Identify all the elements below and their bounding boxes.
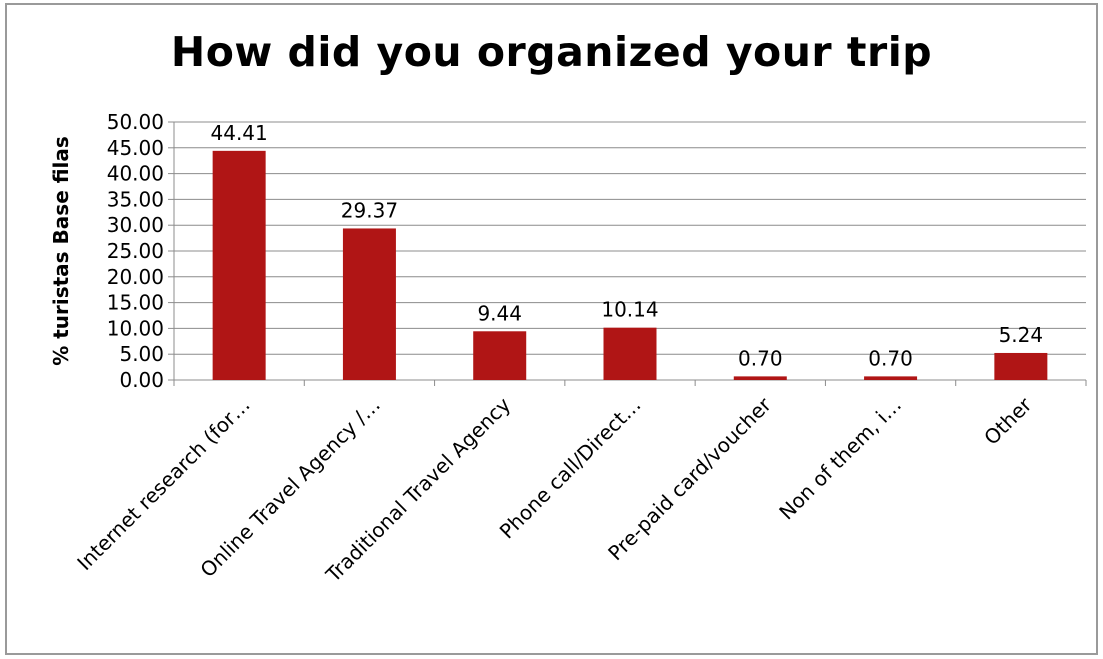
y-tick-label: 25.00: [107, 239, 164, 263]
bar: [733, 376, 787, 380]
data-label: 9.44: [477, 301, 522, 325]
y-axis-label: % turistas Base filas: [49, 136, 73, 366]
chart-title: How did you organized your trip: [170, 28, 933, 76]
chart-frame: [5, 3, 1098, 655]
category-label: Non of them, i…: [774, 393, 906, 525]
category-label: Phone call/Direct…: [495, 393, 646, 544]
data-label: 29.37: [341, 198, 398, 222]
data-label: 5.24: [999, 323, 1044, 347]
bar: [473, 331, 527, 380]
bar: [342, 228, 396, 380]
bar: [212, 150, 266, 380]
y-tick-label: 40.00: [107, 162, 164, 186]
bar: [994, 352, 1048, 380]
category-label: Other: [979, 392, 1037, 450]
y-tick-label: 20.00: [107, 265, 164, 289]
data-label: 44.41: [211, 121, 268, 145]
data-label: 0.70: [738, 346, 783, 370]
y-tick-label: 0.00: [119, 368, 164, 392]
bar: [864, 376, 918, 380]
y-tick-label: 30.00: [107, 213, 164, 237]
y-tick-label: 50.00: [107, 110, 164, 134]
bar: [603, 327, 657, 380]
y-tick-label: 5.00: [119, 342, 164, 366]
data-label: 10.14: [601, 298, 658, 322]
y-tick-label: 35.00: [107, 187, 164, 211]
y-tick-label: 45.00: [107, 136, 164, 160]
y-tick-label: 15.00: [107, 291, 164, 315]
data-label: 0.70: [868, 346, 913, 370]
y-tick-label: 10.00: [107, 316, 164, 340]
